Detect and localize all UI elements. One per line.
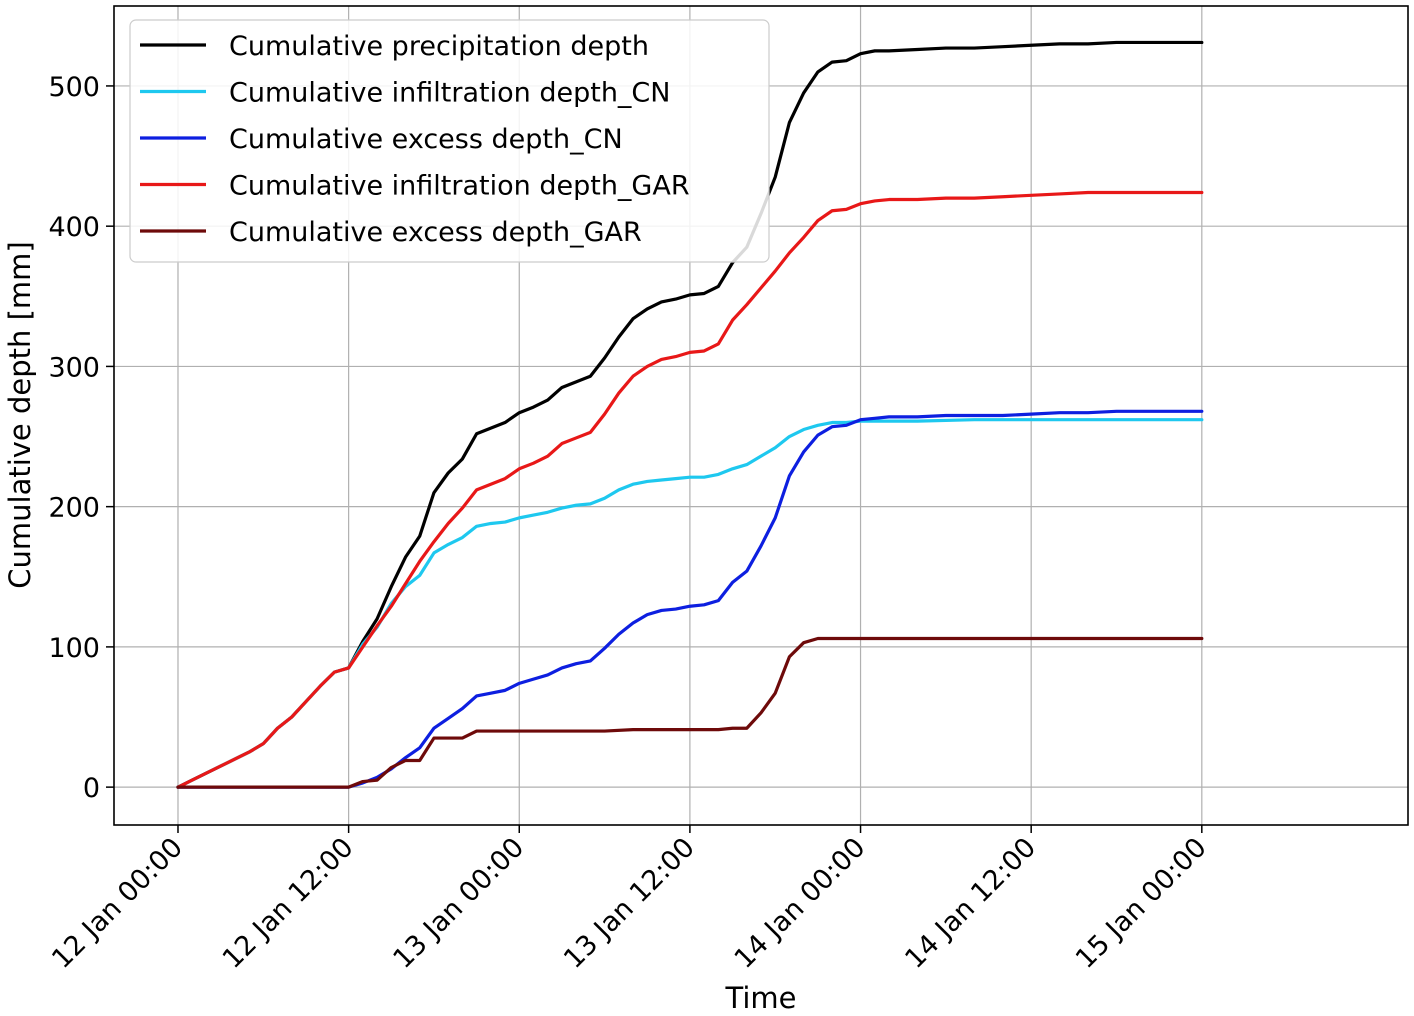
y-tick-label-3: 300 — [48, 352, 100, 383]
legend-label-2: Cumulative excess depth_CN — [229, 124, 623, 155]
y-tick-label-4: 400 — [48, 212, 100, 243]
series-line-4 — [176, 636, 1204, 789]
series-line-2 — [176, 409, 1204, 789]
legend-label-1: Cumulative infiltration depth_CN — [229, 78, 670, 109]
x-axis-label: Time — [725, 981, 797, 1015]
y-tick-label-2: 200 — [48, 493, 100, 524]
y-tick-label-5: 500 — [48, 72, 100, 103]
legend-label-0: Cumulative precipitation depth — [229, 31, 649, 62]
legend-label-3: Cumulative infiltration depth_GAR — [229, 171, 690, 202]
legend-label-4: Cumulative excess depth_GAR — [229, 217, 642, 248]
legend-box — [129, 19, 770, 263]
y-axis-label: Cumulative depth [mm] — [3, 241, 37, 589]
plot-area-frame — [113, 5, 1409, 826]
series-line-3 — [176, 190, 1204, 789]
y-tick-label-0: 0 — [83, 773, 100, 804]
legend: Cumulative precipitation depth Cumulative… — [129, 19, 770, 263]
series-lines — [176, 40, 1204, 789]
y-tick-label-1: 100 — [48, 633, 100, 664]
